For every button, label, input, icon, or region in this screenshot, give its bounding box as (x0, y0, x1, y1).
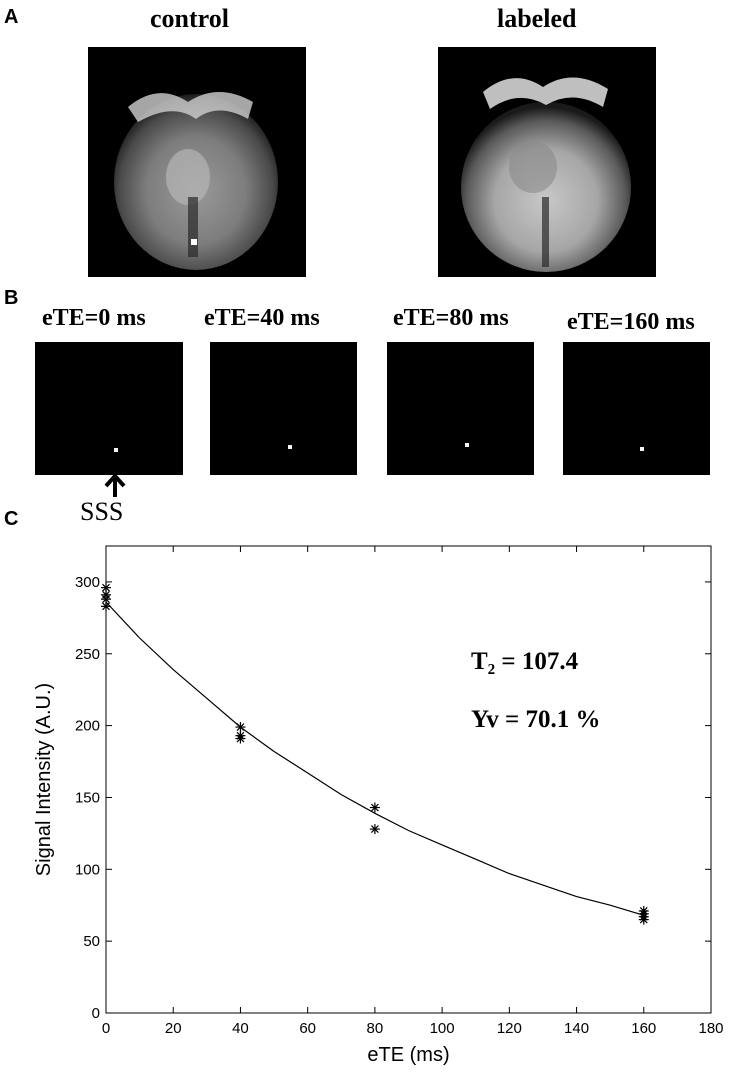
labeled-title: labeled (497, 4, 577, 33)
y-tick-label: 0 (92, 1005, 100, 1022)
data-points (101, 582, 649, 925)
fit-curve (105, 601, 644, 916)
y-axis-label: Signal Intensity (A.U.) (33, 683, 55, 876)
x-tick-label: 60 (299, 1020, 316, 1037)
y-tick-label: 50 (83, 933, 100, 950)
x-tick-label: 0 (102, 1020, 110, 1037)
x-tick-label: 120 (497, 1020, 522, 1037)
sss-spot (288, 445, 292, 449)
ete-40-image (210, 342, 357, 475)
y-tick-label: 300 (75, 574, 100, 591)
data-point (369, 802, 380, 813)
sss-arrow-icon (104, 474, 126, 497)
data-point (369, 824, 380, 835)
y-tick-label: 100 (75, 861, 100, 878)
ete-0-image (35, 342, 183, 475)
sss-spot (114, 448, 118, 452)
x-axis-label: eTE (ms) (367, 1044, 449, 1066)
data-point (235, 722, 246, 733)
x-tick-label: 140 (564, 1020, 589, 1037)
ete-0-title: eTE=0 ms (42, 305, 146, 331)
sss-spot (465, 443, 469, 447)
control-brain-image (88, 47, 306, 277)
axis-tick-labels: 0 20 40 60 80 100 120 140 160 180 0 50 100 150 200 250 3… (75, 574, 724, 1037)
t2-annotation: T₂ = 107.4 (471, 648, 579, 675)
panel-a-letter: A (4, 6, 19, 28)
x-tick-label: 160 (631, 1020, 656, 1037)
labeled-brain-image (438, 47, 656, 277)
signal-decay-chart: 0 20 40 60 80 100 120 140 160 180 0 50 100 150 200 250 3… (33, 545, 724, 1066)
panel-c-letter: C (4, 508, 19, 530)
x-tick-label: 20 (165, 1020, 182, 1037)
data-point (638, 914, 649, 925)
x-tick-label: 180 (698, 1020, 723, 1037)
y-tick-label: 250 (75, 646, 100, 663)
sss-spot (640, 447, 644, 451)
control-title: control (150, 4, 229, 33)
ete-160-title: eTE=160 ms (567, 309, 695, 335)
data-point (101, 601, 111, 612)
ete-80-image (387, 342, 534, 475)
data-point (235, 733, 246, 744)
x-tick-label: 80 (367, 1020, 384, 1037)
ete-40-title: eTE=40 ms (204, 305, 320, 331)
y-tick-label: 200 (75, 718, 100, 735)
ete-160-image (563, 342, 710, 475)
plot-frame (105, 545, 712, 1014)
x-tick-label: 40 (232, 1020, 249, 1037)
ete-80-title: eTE=80 ms (393, 305, 509, 331)
y-tick-label: 150 (75, 789, 100, 806)
panel-b-letter: B (4, 287, 19, 309)
axis-ticks (105, 546, 712, 1014)
yv-annotation: Yv = 70.1 % (471, 706, 601, 733)
x-tick-label: 100 (430, 1020, 455, 1037)
sss-label: SSS (80, 497, 124, 526)
